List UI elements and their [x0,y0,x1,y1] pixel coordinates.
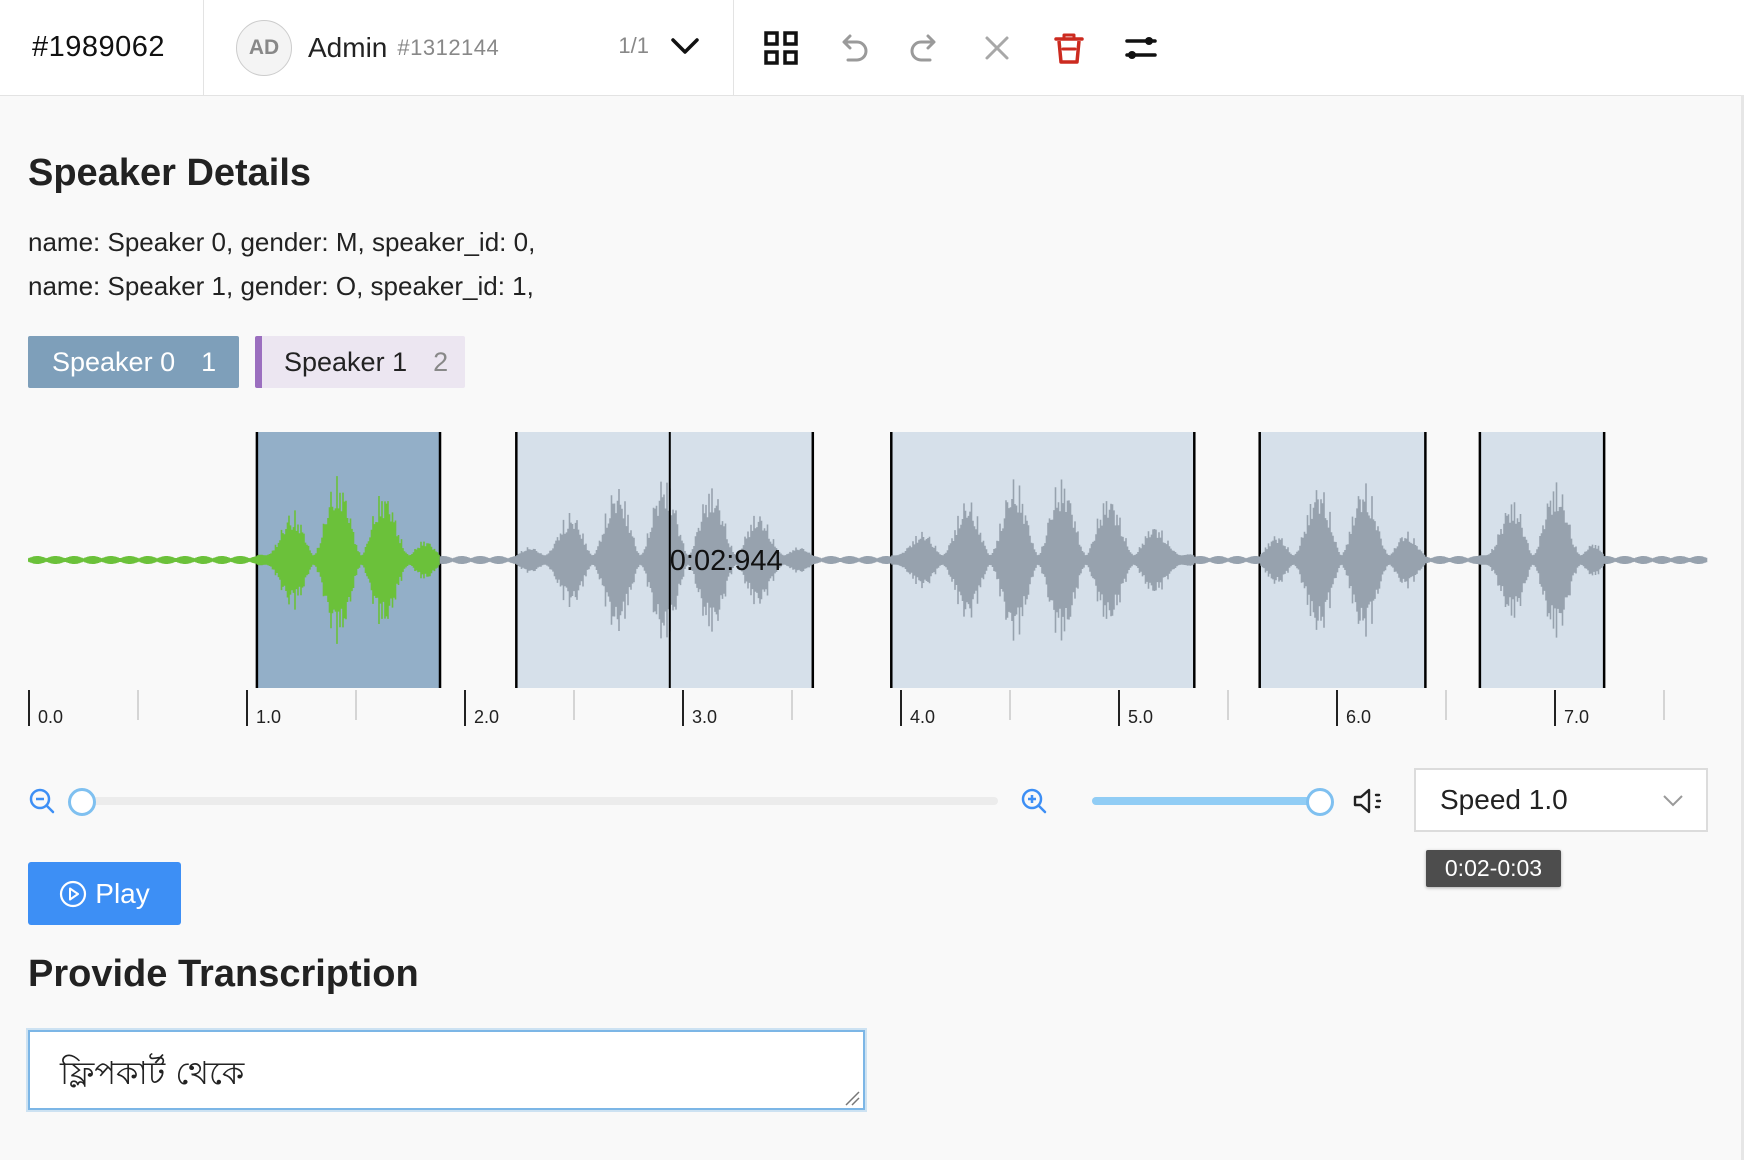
avatar: AD [236,19,292,76]
cursor-time-label: 0:02:944 [670,545,783,577]
transcription-title: Provide Transcription [28,953,419,995]
speaker-details-title: Speaker Details [28,152,312,194]
redo-icon [910,34,936,61]
resize-handle-icon[interactable] [844,1090,860,1106]
label-text: Speaker 0 [52,346,176,377]
waveform[interactable]: 0:02:944 0.0 1.0 2.0 3.0 4.0 5.0 6.0 7.0 [27,430,1708,730]
zoom-slider-track[interactable] [78,797,998,805]
speed-select[interactable]: Speed 1.0 [1414,768,1708,832]
label-hotkey: 1 [201,346,217,377]
label-text: Speaker 1 [284,346,408,377]
reset-button[interactable] [976,27,1018,69]
panel-divider [1741,95,1744,1160]
zoom-slider-handle[interactable] [68,788,96,816]
annotator-name: Admin [308,31,388,63]
timeline-label: 2.0 [474,707,499,727]
top-bar: #1989062 AD Admin #1312144 1/1 [0,0,1744,96]
speed-value: Speed 1.0 [1440,784,1568,815]
volume-slider-fill [1092,797,1320,805]
volume-icon[interactable] [1352,786,1386,816]
play-circle-icon [60,880,87,907]
label-speaker-0[interactable]: Speaker 0 1 [28,336,239,388]
redo-button[interactable] [904,27,946,69]
waveform-panel[interactable]: 0:02:944 0.0 1.0 2.0 3.0 4.0 5.0 6.0 7.0 [27,430,1708,730]
annotator-selector[interactable]: AD Admin #1312144 1/1 [204,0,734,95]
chevron-down-icon [1663,795,1683,807]
play-label: Play [95,877,150,909]
timeline-label: 0.0 [38,707,63,727]
timeline-label: 3.0 [692,707,717,727]
speaker-detail-line: name: Speaker 1, gender: O, speaker_id: … [28,271,534,301]
waveform-played [27,476,440,644]
close-icon [985,36,1009,59]
delete-button[interactable] [1048,27,1090,69]
annotation-pager: 1/1 [618,33,649,58]
waveform-unplayed [439,479,1708,641]
speaker-detail-line: name: Speaker 0, gender: M, speaker_id: … [28,227,536,257]
label-hotkey: 2 [433,346,449,377]
timeline-label: 6.0 [1346,707,1371,727]
zoom-out-icon[interactable] [28,787,56,815]
timeline-label: 5.0 [1128,707,1153,727]
toolbar [734,0,1162,95]
grid-icon [764,30,798,65]
timeline-label: 1.0 [256,707,281,727]
play-button[interactable]: Play [28,862,181,925]
transcription-input[interactable]: ফ্লিপকার্ট থেকে [28,1030,865,1110]
annotator-id: #1312144 [397,34,500,60]
settings-sliders-icon [1125,36,1157,59]
task-id: #1989062 [0,0,204,95]
undo-button[interactable] [832,27,874,69]
settings-button[interactable] [1120,27,1162,69]
trash-icon [1054,33,1084,64]
label-speaker-1[interactable]: Speaker 1 2 [255,336,465,388]
undo-icon [842,34,868,61]
timeline-label: 7.0 [1564,707,1589,727]
volume-slider-handle[interactable] [1306,788,1334,816]
chevron-down-icon[interactable] [667,28,703,64]
timeline-label: 4.0 [910,707,935,727]
zoom-in-icon[interactable] [1020,787,1048,815]
region-time-tooltip: 0:02-0:03 [1426,850,1561,887]
grid-view-button[interactable] [760,27,802,69]
